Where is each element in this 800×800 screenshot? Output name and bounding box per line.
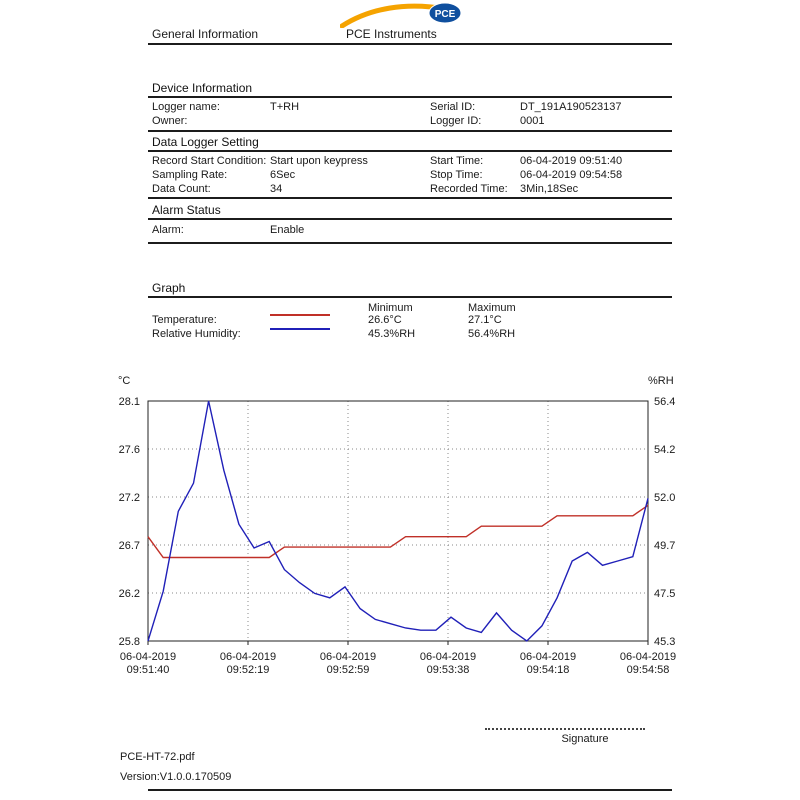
divider [148, 242, 672, 244]
divider [148, 197, 672, 199]
x-axis-tick-time: 09:52:59 [327, 664, 370, 676]
stop-time-label: Stop Time: [430, 169, 483, 181]
x-axis-tick-date: 06-04-2019 [520, 651, 576, 663]
right-axis-tick: 56.4 [654, 396, 675, 408]
start-time-label: Start Time: [430, 155, 484, 167]
signature-line: Signature [485, 728, 645, 745]
logo-text: PCE [435, 9, 456, 20]
right-axis-tick: 52.0 [654, 492, 675, 504]
sampling-rate-label: Sampling Rate: [152, 169, 228, 181]
series-line-temperature [147, 504, 649, 559]
temperature-max-value: 27.1°C [468, 314, 502, 326]
alarm-label: Alarm: [152, 224, 184, 236]
divider [148, 96, 672, 98]
humidity-min-value: 45.3%RH [368, 328, 416, 340]
right-axis-tick: 49.7 [654, 540, 675, 552]
logger-name-label: Logger name: [152, 101, 220, 113]
logo-oval-icon [428, 2, 462, 24]
temperature-min-value: 26.6°C [368, 314, 402, 326]
file-name: PCE-HT-72.pdf [120, 751, 195, 763]
logger-name-value: T+RH [270, 101, 300, 113]
temperature-legend-label: Temperature: [152, 314, 217, 326]
record-start-condition-value: Start upon keypress [270, 155, 368, 167]
right-axis-tick: 47.5 [654, 588, 675, 600]
serial-id-label: Serial ID: [430, 101, 476, 113]
recorded-time-value: 3Min,18Sec [520, 183, 579, 195]
legend-header-row: Minimum Maximum [148, 302, 672, 316]
logger-id-label: Logger ID: [430, 115, 482, 127]
humidity-legend-label: Relative Humidity: [152, 328, 241, 340]
legend-minimum-header: Minimum [368, 302, 413, 314]
x-axis-tick-time: 09:51:40 [127, 664, 170, 676]
right-axis-unit-label: %RH [648, 375, 674, 387]
setting-row: Record Start Condition: Start upon keypr… [148, 155, 672, 169]
chart-svg: 25.8 45.3 26.2 47.5 26.7 49.7 27.2 52.0 27.6 54.2… [118, 375, 676, 676]
device-info-row: Logger name: T+RH Serial ID: DT_191A1905… [148, 101, 672, 115]
alarm-row: Alarm: Enable [148, 224, 672, 238]
x-axis-tick-date: 06-04-2019 [620, 651, 676, 663]
divider [148, 218, 672, 220]
brand-name: PCE Instruments [346, 27, 437, 41]
alarm-status-title: Alarm Status [152, 203, 221, 217]
owner-label: Owner: [152, 115, 188, 127]
x-axis-tick-date: 06-04-2019 [120, 651, 176, 663]
left-axis-tick: 25.8 [119, 636, 140, 648]
data-logger-chart: 25.8 45.3 26.2 47.5 26.7 49.7 27.2 52.0 27.6 54.2… [100, 368, 700, 688]
right-axis-tick: 54.2 [654, 444, 675, 456]
alarm-value: Enable [270, 224, 305, 236]
x-axis-tick-time: 09:53:38 [427, 664, 470, 676]
divider [148, 130, 672, 132]
series-line-relative-humidity [147, 400, 649, 642]
setting-row: Data Count: 34 Recorded Time: 3Min,18Sec [148, 183, 672, 197]
legend-row-temperature: Temperature: 26.6°C 27.1°C [148, 314, 672, 328]
stop-time-value: 06-04-2019 09:54:58 [520, 169, 623, 181]
device-info-row: Owner: Logger ID: 0001 [148, 115, 672, 129]
logger-id-value: 0001 [520, 115, 545, 127]
left-axis-tick: 26.2 [119, 588, 140, 600]
divider [148, 789, 672, 791]
x-axis-tick-time: 09:54:18 [527, 664, 570, 676]
general-information-title: General Information [152, 27, 259, 41]
divider [148, 150, 672, 152]
record-start-condition-label: Record Start Condition: [152, 155, 267, 167]
graph-title: Graph [152, 281, 186, 295]
setting-row: Sampling Rate: 6Sec Stop Time: 06-04-201… [148, 169, 672, 183]
humidity-line-swatch [270, 328, 330, 330]
temperature-line-swatch [270, 314, 330, 316]
left-axis-tick: 27.6 [119, 444, 140, 456]
right-axis-tick: 45.3 [654, 636, 675, 648]
serial-id-value: DT_191A190523137 [520, 101, 622, 113]
left-axis-tick: 26.7 [119, 540, 140, 552]
device-information-title: Device Information [152, 81, 253, 95]
data-count-value: 34 [270, 183, 283, 195]
pce-logo: PCE [340, 2, 462, 28]
divider [148, 296, 672, 298]
legend-row-humidity: Relative Humidity: 45.3%RH 56.4%RH [148, 328, 672, 342]
data-logger-setting-title: Data Logger Setting [152, 135, 259, 149]
legend-maximum-header: Maximum [468, 302, 516, 314]
left-axis-tick: 28.1 [119, 396, 140, 408]
version-text: Version:V1.0.0.170509 [120, 771, 232, 783]
left-axis-tick: 27.2 [119, 492, 140, 504]
data-count-label: Data Count: [152, 183, 211, 195]
x-axis-tick-date: 06-04-2019 [220, 651, 276, 663]
x-axis-tick-date: 06-04-2019 [420, 651, 476, 663]
sampling-rate-value: 6Sec [270, 169, 296, 181]
x-axis-tick-date: 06-04-2019 [320, 651, 376, 663]
left-axis-unit-label: °C [118, 375, 130, 387]
x-axis-tick-time: 09:52:19 [227, 664, 270, 676]
start-time-value: 06-04-2019 09:51:40 [520, 155, 623, 167]
humidity-max-value: 56.4%RH [468, 328, 516, 340]
x-axis-tick-time: 09:54:58 [627, 664, 670, 676]
recorded-time-label: Recorded Time: [430, 183, 508, 195]
signature-label: Signature [561, 733, 609, 745]
divider [148, 43, 672, 45]
